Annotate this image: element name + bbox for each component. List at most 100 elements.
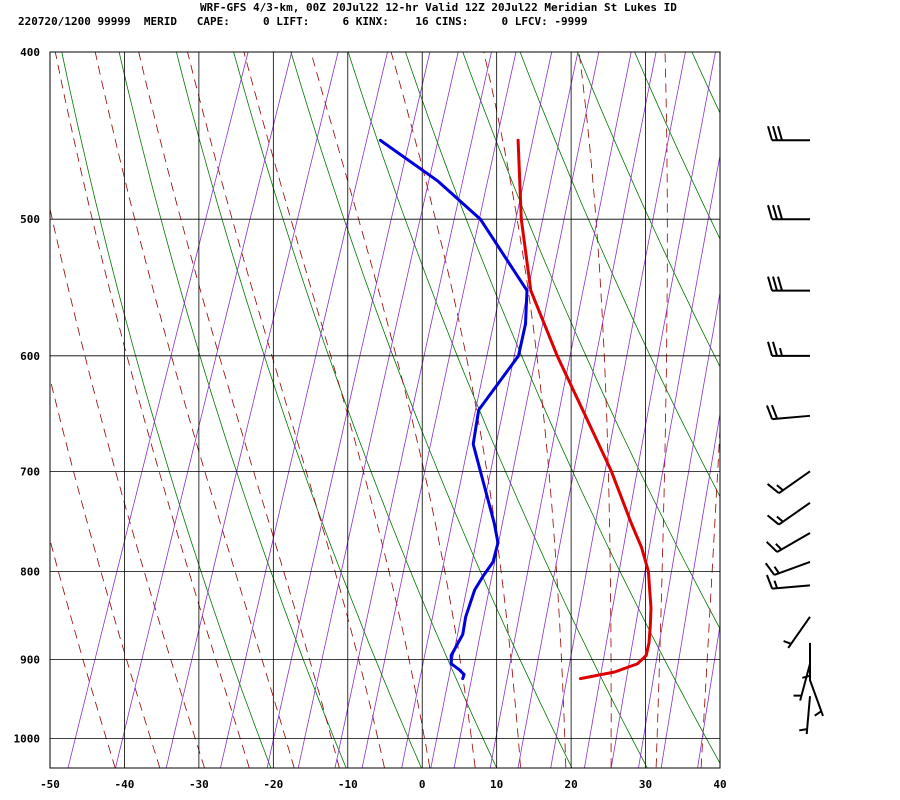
mixing-ratio-line [697,623,720,768]
wind-barb-feather [767,276,773,291]
sounding-indices: 220720/1200 99999 MERID CAPE: 0 LIFT: 6 … [18,15,588,28]
chart-header: WRF-GFS 4/3-km, 00Z 20Jul22 12-hr Valid … [0,0,900,34]
sounding-profiles [378,138,653,681]
wind-barb-feather [767,204,773,220]
mixing-ratio-line [334,52,492,768]
moist-adiabat-line [50,538,116,768]
mixing-ratio-line [165,52,339,768]
dry-adiabat-line [519,52,720,498]
y-tick-label: 900 [20,654,40,667]
x-tick-label: -40 [115,778,135,791]
x-tick-label: -50 [40,778,60,791]
wind-barb [799,696,811,735]
dry-adiabat-line [175,52,422,768]
mixing-ratio-line [297,52,459,768]
moist-adiabat-line [655,52,668,768]
mixing-ratio-line [660,411,720,768]
temperature-profile-line [516,138,653,681]
wind-barb [764,561,811,576]
moist-adiabat-line [700,421,720,768]
wind-barb-half-feather [773,580,779,589]
mixing-ratio-line [724,14,848,783]
wind-barb-staff [799,663,811,701]
wind-barb-staff [772,584,811,590]
y-tick-label: 400 [20,46,40,59]
wind-barbs [764,125,824,735]
moist-adiabat-line [578,52,612,768]
y-tick-label: 500 [20,213,40,226]
moist-adiabat-line [310,52,476,768]
mixing-ratio-line [220,52,388,768]
mixing-ratio-line [489,52,632,768]
y-tick-label: 700 [20,465,40,478]
moist-adiabat-line [187,52,385,768]
wind-barb-staff [778,470,811,494]
wind-barb-staff [776,532,811,553]
moist-adiabat-line [50,207,205,768]
x-tick-label: 40 [713,778,726,791]
wind-barb-half-feather [779,347,783,357]
x-tick-label: 30 [639,778,652,791]
wind-barb [793,663,811,701]
dry-adiabat-line [634,52,720,240]
dry-adiabat-line [462,52,720,630]
x-tick-label: -20 [263,778,283,791]
wind-barb [766,404,811,421]
dry-adiabat-line [691,52,720,114]
wind-barb-feather [766,514,780,526]
x-tick-label: 0 [419,778,426,791]
wind-barb-staff [809,679,824,717]
background-lines [50,14,900,783]
x-tick-label: 10 [490,778,503,791]
wind-barb [766,501,811,526]
wind-barb-half-feather [775,543,783,551]
wind-barb-feather [777,276,783,291]
mixing-ratio-line [610,153,720,768]
wind-barb-half-feather [776,484,784,492]
wind-barb [767,276,810,292]
moist-adiabat-line [94,52,295,768]
wind-barb-feather [777,125,783,141]
moist-adiabat-line [243,52,431,768]
wind-barb-feather [766,483,780,494]
mixing-ratio-line [67,52,249,768]
dry-adiabat-line [347,52,648,768]
wind-barb [765,532,811,553]
wind-barb-half-feather [814,710,822,717]
dry-adiabat-line [405,52,720,765]
mixing-ratio-line [583,52,716,768]
y-tick-label: 1000 [14,733,41,746]
axis-labels: -50 -40 -30 -20 -10 0 10 20 30 40 400 500 600 700 800 9… [14,46,727,791]
wind-barb-half-feather [783,640,792,645]
dry-adiabat-line [61,52,272,768]
wind-barb [766,574,811,590]
dry-adiabat-line [118,52,347,768]
wind-barb-feather [772,341,778,357]
moist-adiabat-line [50,377,161,768]
moist-adiabat-line [483,52,567,768]
wind-barb-feather [764,562,776,576]
wind-barb [783,616,811,649]
wind-barb-feather [777,204,783,220]
wind-barb-staff [772,414,811,421]
mixing-ratio-line [361,52,517,768]
dewpoint-profile-line [378,138,529,681]
x-tick-label: -10 [338,778,358,791]
wind-barb-feather [765,541,778,553]
dry-adiabat-line [844,14,900,783]
y-tick-label: 800 [20,565,40,578]
moist-adiabat-line [745,14,805,783]
wind-barb [809,679,824,717]
dry-adiabat-line [788,14,900,783]
wind-barb-half-feather [776,515,784,523]
mixing-ratio-line [550,52,686,768]
wind-barb [767,125,810,142]
wind-barb-staff [787,616,811,649]
dry-adiabat-line [576,52,720,368]
wind-barb-feather [766,574,774,589]
wind-barb [766,470,811,494]
wind-barb-staff [778,501,811,526]
y-tick-label: 600 [20,350,40,363]
wind-barb-feather [772,125,778,141]
moist-adiabat-line [54,52,250,768]
